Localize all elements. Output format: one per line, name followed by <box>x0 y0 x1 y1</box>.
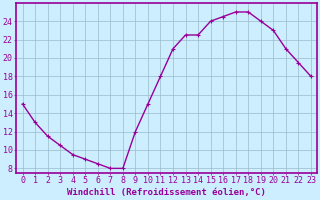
X-axis label: Windchill (Refroidissement éolien,°C): Windchill (Refroidissement éolien,°C) <box>67 188 266 197</box>
